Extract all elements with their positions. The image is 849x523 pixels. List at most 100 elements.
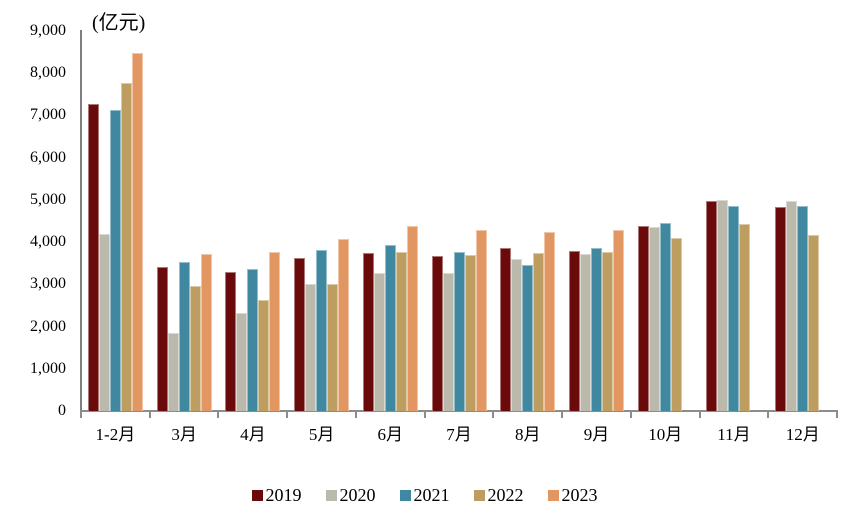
axis-unit-label: (亿元) xyxy=(92,12,146,34)
bar-2021-12月 xyxy=(797,205,809,411)
x-tick-mark xyxy=(629,412,632,418)
bar-group-8月 xyxy=(493,31,562,411)
bar-2022-8月 xyxy=(533,252,545,411)
bar-2020-1-2月 xyxy=(98,233,110,411)
bar-2020-5月 xyxy=(305,283,317,411)
legend: 2019 2020 2021 2022 2023 xyxy=(0,485,849,505)
bar-slot xyxy=(475,31,487,411)
bar-2021-8月 xyxy=(522,264,534,411)
bar-2022-3月 xyxy=(189,286,201,411)
bar-2019-1-2月 xyxy=(87,103,99,411)
bar-slot xyxy=(511,31,523,411)
y-tick-label: 3,000 xyxy=(30,275,66,293)
bar-slot xyxy=(670,31,682,411)
bar-group-5月 xyxy=(287,31,356,411)
y-tick-label: 1,000 xyxy=(30,359,66,377)
bar-2019-9月 xyxy=(569,251,580,411)
bar-group-10月 xyxy=(631,31,700,411)
bar-slot xyxy=(750,31,761,411)
bar-group-7月 xyxy=(425,31,494,411)
bar-group-6月 xyxy=(356,31,425,411)
legend-item-2021: 2021 xyxy=(399,485,450,505)
x-category-label: 1-2月 xyxy=(95,425,136,444)
x-category-label: 8月 xyxy=(515,425,541,444)
x-category-label: 7月 xyxy=(446,425,472,444)
x-tick-mark xyxy=(492,412,495,418)
legend-label: 2019 xyxy=(265,485,302,505)
bar-2022-1-2月 xyxy=(120,83,132,411)
bar-slot xyxy=(739,31,751,411)
bar-slot xyxy=(258,31,270,411)
bar-slot xyxy=(305,31,317,411)
bar-group-11月 xyxy=(700,31,769,411)
bar-slot xyxy=(431,31,443,411)
bar-2019-4月 xyxy=(225,271,237,411)
bar-2021-11月 xyxy=(728,205,740,411)
bar-2021-10月 xyxy=(659,223,671,411)
legend-item-2023: 2023 xyxy=(547,485,598,505)
bar-2020-7月 xyxy=(442,272,454,411)
x-category-label: 5月 xyxy=(308,425,335,444)
legend-label: 2022 xyxy=(487,485,524,505)
y-axis-line xyxy=(80,30,82,412)
y-axis-tick-labels: 0 1,000 2,000 3,000 4,000 5,000 6,000 7,000 8,00… xyxy=(0,22,66,419)
bar-2019-7月 xyxy=(431,256,443,411)
bar-slot xyxy=(522,31,534,411)
bar-2019-5月 xyxy=(294,257,306,411)
bar-2021-1-2月 xyxy=(109,109,121,411)
bar-2019-3月 xyxy=(156,267,168,411)
bar-slot xyxy=(786,31,798,411)
x-category-label: 6月 xyxy=(377,425,404,444)
bar-slot xyxy=(775,31,787,411)
bar-2022-7月 xyxy=(464,254,476,411)
x-tick-mark xyxy=(286,412,289,418)
bar-2019-6月 xyxy=(362,253,374,411)
x-tick-mark xyxy=(354,412,357,418)
bar-slot xyxy=(236,31,248,411)
bar-2019-10月 xyxy=(637,226,649,411)
x-axis-category-labels: 1-2月 3月 4月 5月 6月 7月 8月 9月 10月 11月 12月 xyxy=(81,420,837,445)
x-category-label: 12月 xyxy=(785,425,820,444)
bar-slot xyxy=(178,31,190,411)
y-tick-label: 9,000 xyxy=(30,22,66,39)
x-tick-mark xyxy=(423,412,426,418)
bar-slot xyxy=(728,31,740,411)
bar-2021-5月 xyxy=(316,249,328,411)
bar-slot xyxy=(87,31,99,411)
bar-slot xyxy=(384,31,396,411)
legend-label: 2021 xyxy=(413,485,450,505)
y-tick-label: 4,000 xyxy=(30,233,66,251)
bar-2019-11月 xyxy=(706,201,718,411)
bar-2022-9月 xyxy=(602,251,613,411)
x-axis-line xyxy=(80,410,838,412)
bar-2023-8月 xyxy=(544,232,556,411)
bar-2021-7月 xyxy=(453,252,465,411)
bar-slot xyxy=(395,31,407,411)
bar-slot xyxy=(200,31,212,411)
bar-slot xyxy=(797,31,809,411)
bar-2023-3月 xyxy=(200,253,212,411)
bar-2020-8月 xyxy=(511,259,523,411)
legend-label: 2020 xyxy=(339,485,376,505)
x-category-label: 10月 xyxy=(648,425,683,444)
x-tick-mark xyxy=(561,412,564,418)
plot-area xyxy=(81,31,837,411)
bar-slot xyxy=(120,31,132,411)
bar-slot xyxy=(591,31,602,411)
bar-group-4月 xyxy=(218,31,287,411)
y-tick-label: 0 xyxy=(58,402,66,419)
bar-2020-9月 xyxy=(580,254,591,411)
bar-2022-11月 xyxy=(739,223,751,411)
bar-slot xyxy=(569,31,580,411)
legend-item-2022: 2022 xyxy=(473,485,524,505)
bar-slot xyxy=(98,31,110,411)
bar-slot xyxy=(464,31,476,411)
bar-slot xyxy=(717,31,729,411)
x-tick-mark xyxy=(148,412,151,418)
bar-slot xyxy=(682,31,693,411)
bar-slot xyxy=(109,31,121,411)
bar-2020-3月 xyxy=(167,332,179,411)
bar-2023-1-2月 xyxy=(131,52,143,411)
y-tick-label: 2,000 xyxy=(30,317,66,335)
bar-slot xyxy=(533,31,545,411)
